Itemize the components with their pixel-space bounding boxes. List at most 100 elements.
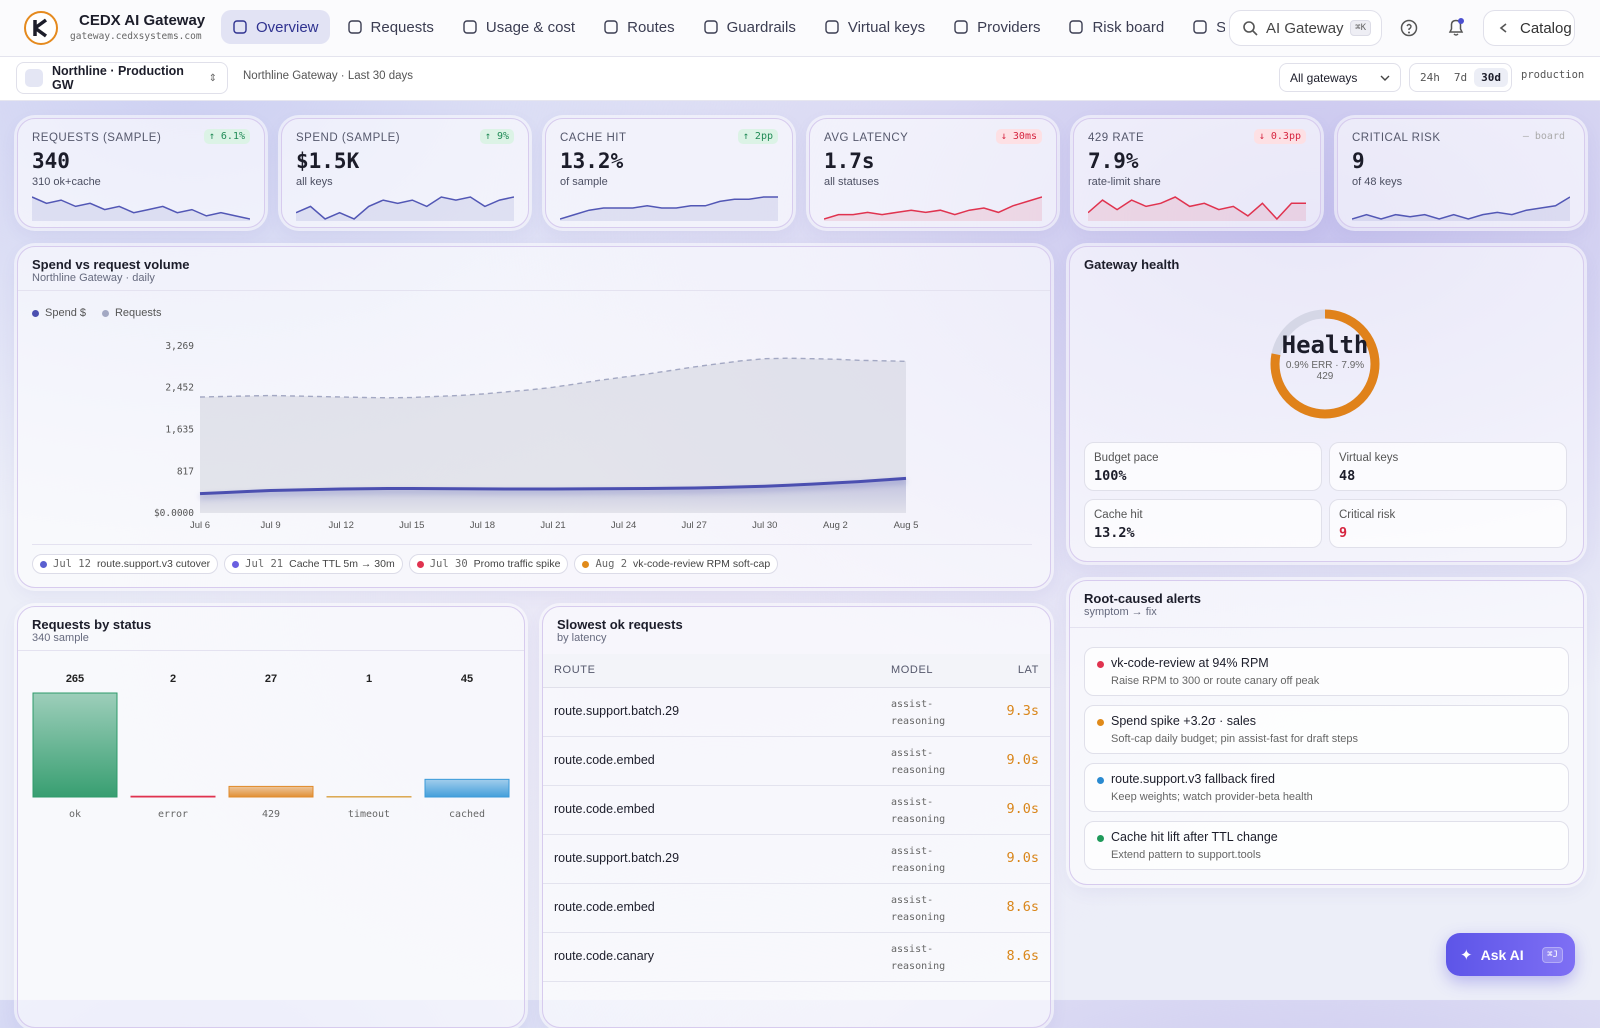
ask-ai-button[interactable]: ✦ Ask AI ⌘J bbox=[1446, 933, 1575, 976]
model-cell: assist-reasoning bbox=[891, 696, 951, 730]
nav-item[interactable]: Requests bbox=[336, 10, 445, 44]
route-cell: route.support.batch.29 bbox=[554, 704, 679, 718]
alert-fix: Extend pattern to support.tools bbox=[1111, 849, 1261, 861]
x-tick-label: Jul 15 bbox=[399, 520, 424, 531]
kpi-delta: ↑ 2pp bbox=[738, 129, 778, 144]
x-tick-label: Jul 21 bbox=[540, 520, 565, 531]
icon-shape bbox=[1194, 21, 1206, 33]
route-cell: route.code.canary bbox=[554, 949, 654, 963]
workspace-switcher[interactable]: Northline · Production GW ⇕ bbox=[16, 62, 228, 94]
y-tick-label: 3,269 bbox=[165, 341, 194, 352]
annotation-dot bbox=[582, 561, 589, 568]
column-header: LAT bbox=[1018, 664, 1039, 676]
alert-title: vk-code-review at 94% RPM bbox=[1111, 656, 1269, 670]
nav-item[interactable]: Routes bbox=[592, 10, 686, 44]
stat-label: Budget pace bbox=[1094, 452, 1159, 464]
range-option[interactable]: 24h bbox=[1413, 68, 1447, 87]
latency-cell: 8.6s bbox=[1006, 899, 1039, 915]
nav-item[interactable]: Guardrails bbox=[692, 10, 807, 44]
catalog-button[interactable]: Catalog bbox=[1483, 10, 1575, 46]
column-header: MODEL bbox=[891, 664, 933, 676]
nav-item[interactable]: Usage & cost bbox=[451, 10, 586, 44]
annotation-text: Promo traffic spike bbox=[474, 558, 561, 570]
gateway-select[interactable]: All gateways bbox=[1279, 63, 1401, 92]
kpi-value: 340 bbox=[32, 149, 70, 173]
y-tick-label: 1,635 bbox=[165, 424, 194, 435]
icon-shape bbox=[705, 21, 717, 33]
card-title: Slowest ok requests bbox=[557, 617, 683, 632]
icon-shape bbox=[955, 21, 967, 33]
nav-item[interactable]: Sett bbox=[1181, 10, 1225, 44]
donut-label: Health bbox=[1265, 331, 1385, 359]
help-icon[interactable] bbox=[1400, 19, 1418, 37]
sparkline bbox=[824, 191, 1042, 221]
divider bbox=[32, 544, 1032, 545]
stat-value: 13.2% bbox=[1094, 525, 1135, 541]
annotation-dot bbox=[40, 561, 47, 568]
nav-label: Overview bbox=[256, 19, 319, 36]
range-option[interactable]: 7d bbox=[1447, 68, 1474, 87]
stat-label: Critical risk bbox=[1339, 509, 1395, 521]
card-title: Root-caused alerts bbox=[1084, 591, 1201, 606]
alert-fix: Soft-cap daily budget; pin assist-fast f… bbox=[1111, 733, 1358, 745]
nav-icon bbox=[1068, 19, 1084, 35]
card-subtitle: by latency bbox=[557, 632, 607, 644]
switch-icon: ⇕ bbox=[209, 73, 217, 84]
x-tick-label: Jul 12 bbox=[329, 520, 354, 531]
workspace-icon bbox=[25, 69, 43, 87]
bar-value-label: 45 bbox=[461, 673, 473, 685]
kpi-delta: ↑ 6.1% bbox=[204, 129, 250, 144]
model-cell: assist-reasoning bbox=[891, 941, 951, 975]
sparkline bbox=[1088, 191, 1306, 221]
search-label: AI Gateway bbox=[1266, 20, 1350, 37]
nav-icon bbox=[462, 19, 478, 35]
toolbar: Northline · Production GW ⇕ Northline Ga… bbox=[0, 57, 1600, 101]
nav-icon bbox=[603, 19, 619, 35]
latency-cell: 9.0s bbox=[1006, 850, 1039, 866]
latency-cell: 9.0s bbox=[1006, 752, 1039, 768]
nav-item[interactable]: Providers bbox=[942, 10, 1051, 44]
route-cell: route.support.batch.29 bbox=[554, 851, 679, 865]
dashboard: CEDX AI Gateway gateway.cedxsystems.com … bbox=[0, 0, 1600, 1000]
card-title: Gateway health bbox=[1084, 257, 1179, 272]
nav-item[interactable]: Virtual keys bbox=[813, 10, 936, 44]
bar-value-label: 27 bbox=[265, 673, 277, 685]
spend-volume-card: Spend vs request volume Northline Gatewa… bbox=[17, 246, 1051, 588]
range-option[interactable]: 30d bbox=[1474, 68, 1508, 87]
nav-item[interactable]: Risk board bbox=[1057, 10, 1175, 44]
notifications-icon[interactable] bbox=[1446, 17, 1466, 37]
bar-value-label: 2 bbox=[170, 673, 176, 685]
kpi-value: $1.5K bbox=[296, 149, 359, 173]
x-tick-label: timeout bbox=[348, 809, 390, 820]
search-box[interactable]: AI Gateway ⌘K bbox=[1229, 10, 1382, 46]
nav-label: Risk board bbox=[1092, 19, 1164, 36]
nav-label: Sett bbox=[1216, 19, 1225, 36]
x-tick-label: Jul 9 bbox=[261, 520, 281, 531]
route-cell: route.code.embed bbox=[554, 753, 655, 767]
nav-label: Requests bbox=[371, 19, 434, 36]
nav-item[interactable]: Overview bbox=[221, 10, 330, 44]
kpi-sub: of sample bbox=[560, 176, 608, 188]
